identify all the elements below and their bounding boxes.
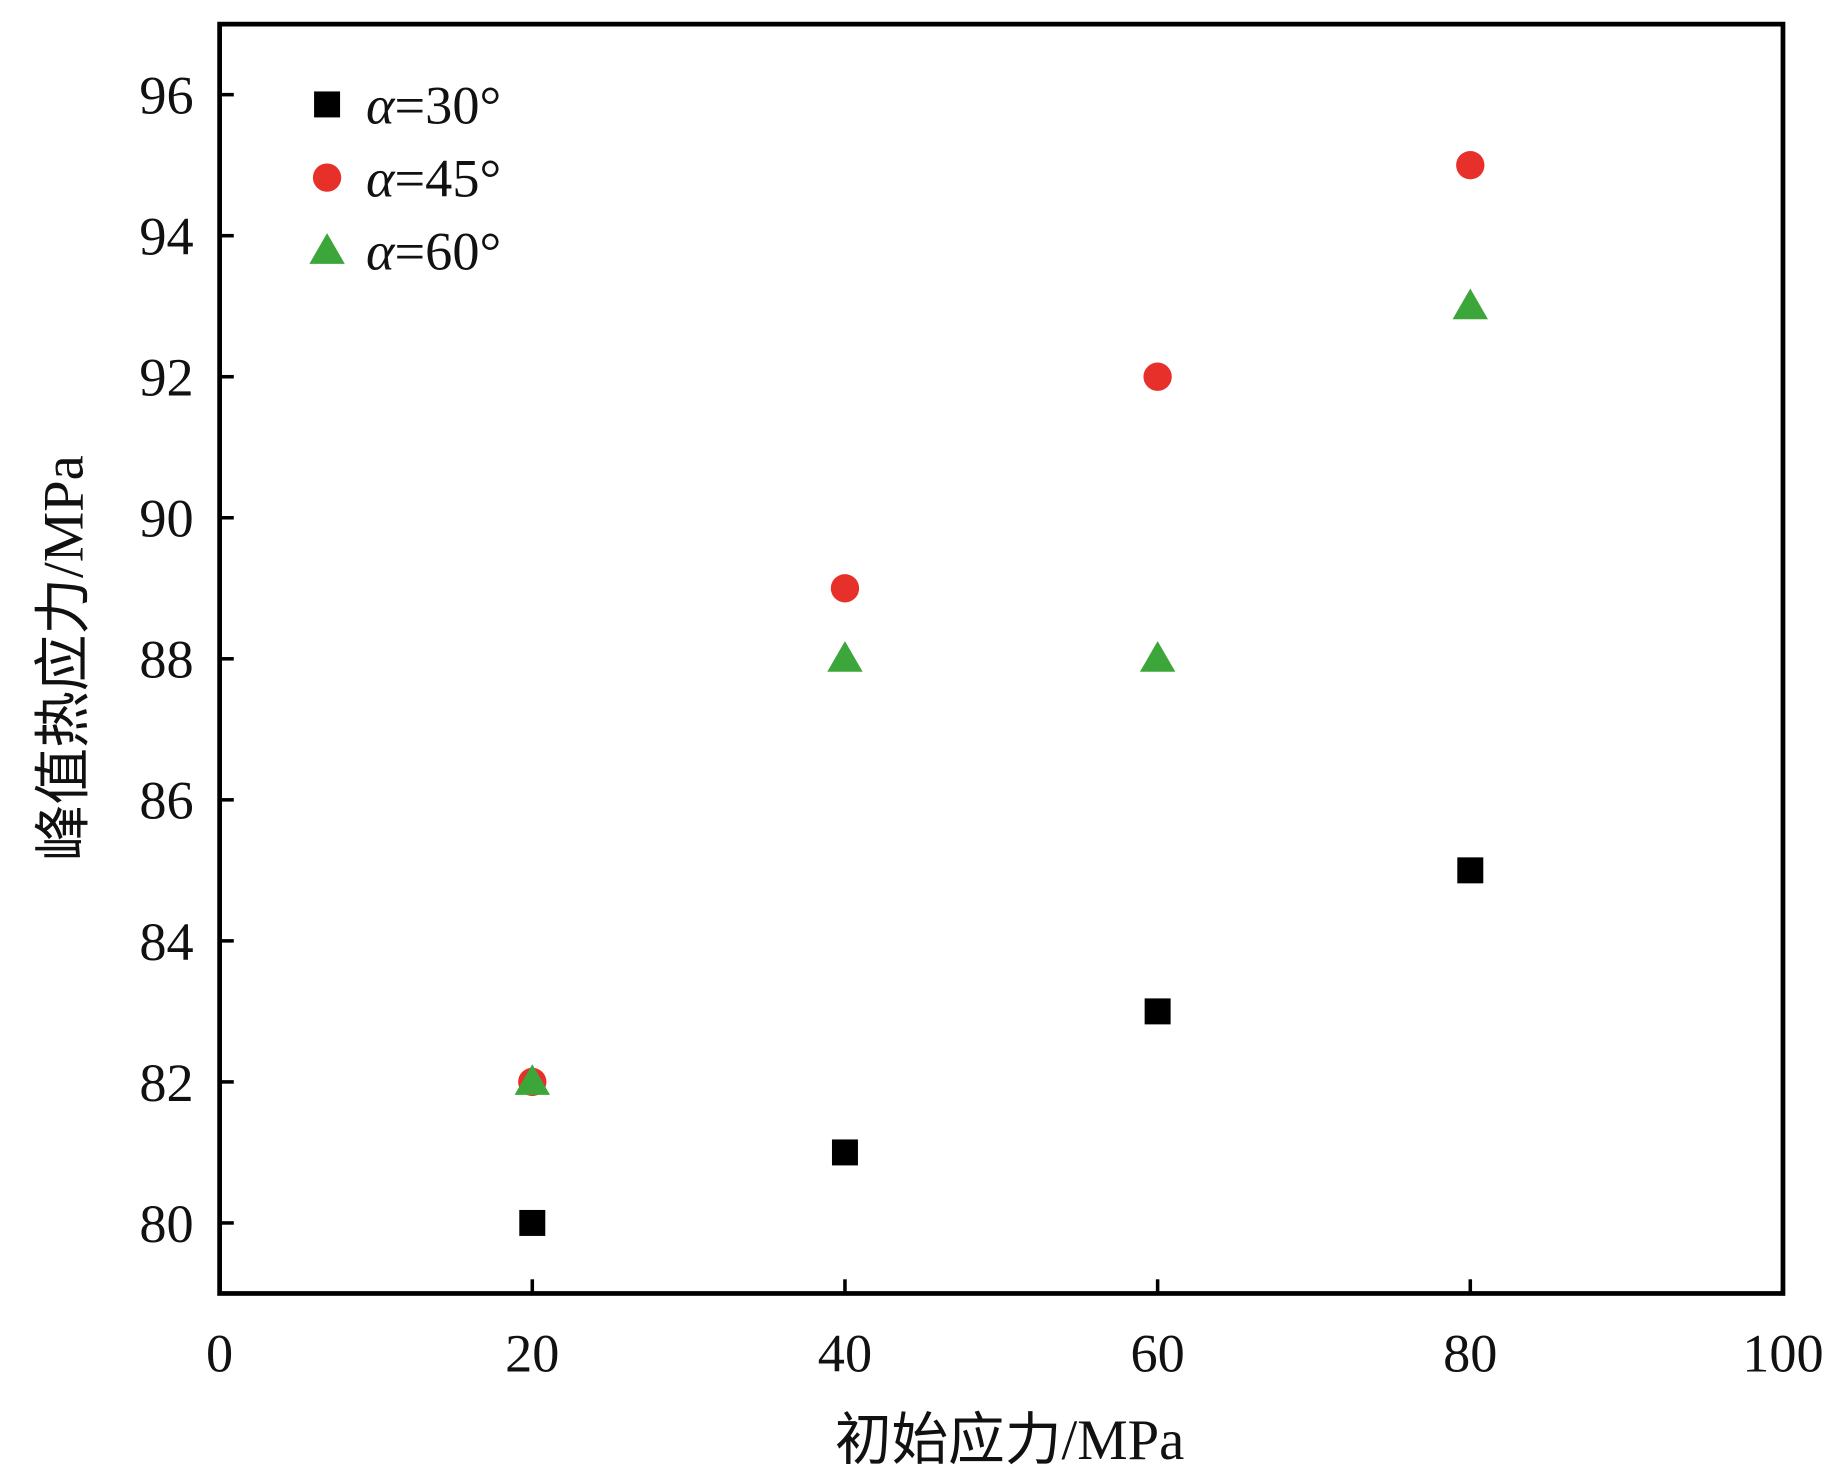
y-tick-label: 82 <box>139 1053 193 1113</box>
x-tick-label: 80 <box>1443 1323 1497 1383</box>
data-point-square <box>1457 857 1484 884</box>
data-point-triangle <box>514 1064 551 1095</box>
legend-label: α=60° <box>366 222 501 282</box>
data-point-circle <box>830 574 860 603</box>
y-tick-label: 96 <box>139 66 193 126</box>
x-tick-label: 100 <box>1742 1323 1823 1383</box>
data-point-triangle <box>1452 288 1489 320</box>
y-tick-label: 80 <box>139 1194 193 1254</box>
x-axis-label: 初始应力/MPa <box>835 1410 1184 1472</box>
y-axis-label: 峰值热应力/MPa <box>34 455 96 861</box>
y-tick-label: 94 <box>139 207 193 267</box>
y-tick-label: 88 <box>139 630 193 690</box>
legend-label: α=30° <box>366 75 501 135</box>
plot-frame <box>217 21 1786 1296</box>
y-tick-label: 90 <box>139 489 193 549</box>
y-tick-label: 84 <box>139 912 193 972</box>
x-tick-label: 40 <box>818 1323 872 1383</box>
x-tick-label: 60 <box>1130 1323 1184 1383</box>
data-point-circle <box>1456 151 1485 180</box>
data-point-triangle <box>1139 641 1176 672</box>
data-point-square <box>831 1139 858 1166</box>
legend-circle-icon <box>312 163 342 192</box>
legend-square-icon <box>314 91 341 118</box>
y-tick-label: 92 <box>139 348 193 408</box>
data-point-circle <box>1143 362 1172 391</box>
legend-triangle-icon <box>309 233 345 264</box>
data-point-square <box>1144 998 1171 1025</box>
x-tick-label: 20 <box>505 1323 559 1383</box>
y-tick-label: 86 <box>139 771 193 831</box>
x-tick-label: 0 <box>206 1323 233 1383</box>
data-point-square <box>519 1209 546 1236</box>
data-point-triangle <box>827 641 863 672</box>
legend-label: α=45° <box>366 149 501 209</box>
